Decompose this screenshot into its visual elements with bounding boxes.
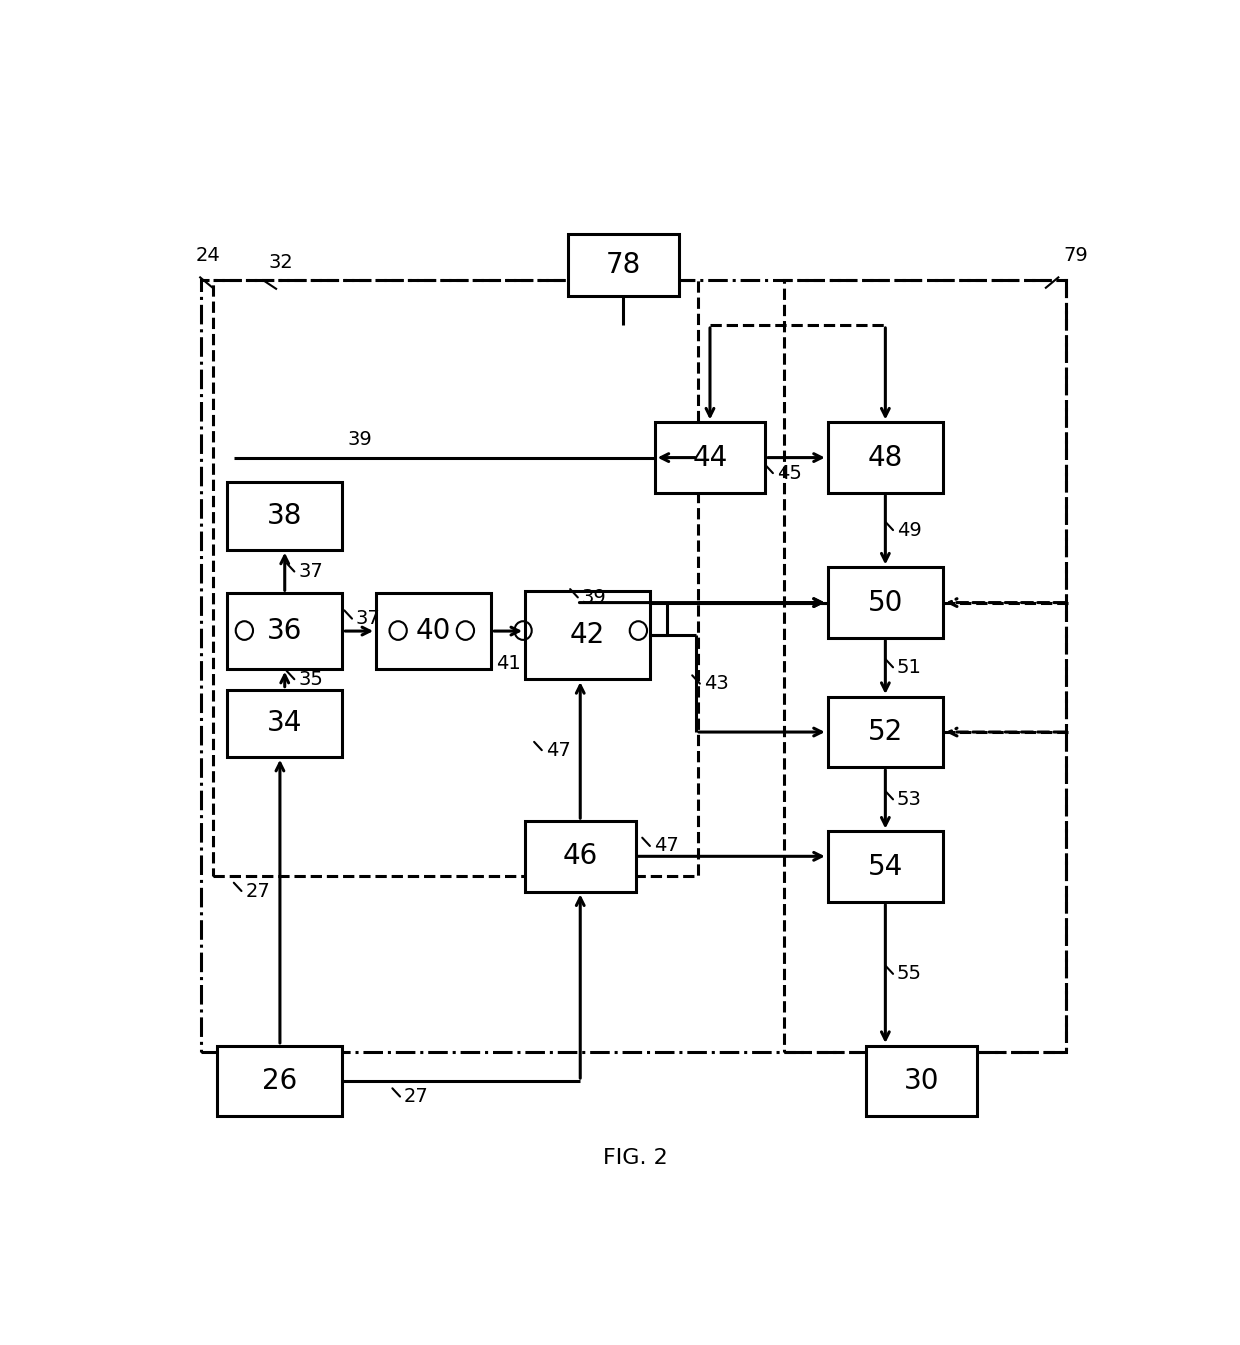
Bar xyxy=(568,234,678,296)
Text: 47: 47 xyxy=(546,741,570,760)
Text: 30: 30 xyxy=(904,1067,939,1095)
Text: 32: 32 xyxy=(268,253,293,272)
Text: 48: 48 xyxy=(868,444,903,472)
Bar xyxy=(217,1046,342,1116)
Text: 40: 40 xyxy=(415,617,451,646)
Bar xyxy=(525,592,650,679)
Text: 41: 41 xyxy=(496,654,521,672)
Text: 38: 38 xyxy=(267,502,303,530)
Bar xyxy=(213,281,698,876)
Bar xyxy=(655,422,765,492)
Bar xyxy=(227,483,342,550)
Text: 37: 37 xyxy=(298,562,322,581)
Text: 36: 36 xyxy=(267,617,303,646)
Text: 44: 44 xyxy=(692,444,728,472)
Bar xyxy=(828,568,942,638)
Text: 47: 47 xyxy=(653,837,678,855)
Bar xyxy=(376,593,491,668)
Bar xyxy=(785,281,1066,1052)
Text: 49: 49 xyxy=(897,521,921,539)
Bar xyxy=(828,697,942,767)
Text: 51: 51 xyxy=(897,658,921,677)
Text: 52: 52 xyxy=(868,718,903,746)
Text: 39: 39 xyxy=(582,588,606,607)
Text: 53: 53 xyxy=(897,790,921,808)
Bar xyxy=(866,1046,977,1116)
Bar xyxy=(227,593,342,668)
Text: 46: 46 xyxy=(563,842,598,870)
Text: 35: 35 xyxy=(298,670,324,689)
Bar xyxy=(828,422,942,492)
Text: 34: 34 xyxy=(267,709,303,737)
Text: 24: 24 xyxy=(196,246,221,265)
Text: FIG. 2: FIG. 2 xyxy=(603,1149,668,1167)
Text: 50: 50 xyxy=(868,589,903,616)
Text: 27: 27 xyxy=(246,881,270,901)
Bar xyxy=(525,820,635,892)
Text: 37: 37 xyxy=(356,609,381,628)
Text: 27: 27 xyxy=(404,1087,429,1106)
Text: 55: 55 xyxy=(897,964,921,983)
Text: 26: 26 xyxy=(263,1067,298,1095)
Bar xyxy=(828,831,942,902)
Bar xyxy=(227,690,342,757)
Text: 78: 78 xyxy=(606,252,641,278)
Bar xyxy=(201,281,1066,1052)
Text: 45: 45 xyxy=(776,464,801,483)
Text: 39: 39 xyxy=(347,430,372,449)
Text: 79: 79 xyxy=(1063,246,1087,265)
Text: 43: 43 xyxy=(704,674,728,693)
Text: 42: 42 xyxy=(570,621,605,650)
Text: 54: 54 xyxy=(868,853,903,881)
